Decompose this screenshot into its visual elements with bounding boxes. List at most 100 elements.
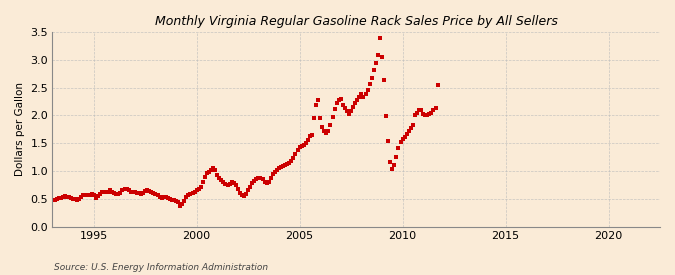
Point — [113, 192, 124, 196]
Point — [267, 172, 278, 177]
Point — [214, 175, 225, 180]
Point — [393, 145, 404, 150]
Point — [321, 131, 332, 135]
Point — [232, 186, 243, 191]
Point — [152, 193, 163, 197]
Point — [255, 175, 266, 180]
Point — [304, 134, 315, 139]
Point — [185, 192, 196, 197]
Point — [63, 195, 74, 199]
Point — [202, 171, 213, 175]
Point — [218, 180, 229, 184]
Point — [212, 173, 223, 177]
Point — [313, 98, 323, 102]
Point — [161, 195, 171, 199]
Point — [430, 106, 441, 110]
Point — [292, 148, 303, 152]
Point — [158, 195, 169, 199]
Point — [296, 144, 307, 148]
Point — [422, 113, 433, 117]
Point — [173, 200, 184, 204]
Point — [344, 111, 354, 116]
Point — [234, 191, 245, 195]
Point — [72, 198, 82, 202]
Point — [358, 95, 369, 99]
Point — [117, 188, 128, 192]
Point — [269, 170, 280, 174]
Point — [300, 141, 311, 145]
Point — [375, 35, 385, 40]
Point — [122, 187, 132, 191]
Point — [130, 190, 140, 194]
Point — [389, 163, 400, 167]
Point — [323, 129, 334, 133]
Point — [126, 189, 136, 194]
Point — [277, 164, 288, 168]
Point — [348, 105, 358, 109]
Point — [317, 125, 327, 129]
Point — [397, 137, 408, 141]
Point — [354, 95, 364, 99]
Point — [265, 175, 276, 180]
Point — [408, 123, 418, 128]
Point — [288, 155, 299, 160]
Point — [105, 188, 115, 192]
Point — [284, 160, 295, 165]
Point — [195, 184, 206, 189]
Point — [95, 192, 105, 197]
Point — [167, 198, 178, 202]
Point — [175, 204, 186, 208]
Point — [179, 199, 190, 203]
Point — [251, 177, 262, 182]
Point — [197, 180, 208, 184]
Point — [261, 181, 272, 185]
Point — [171, 199, 182, 203]
Point — [92, 194, 103, 198]
Point — [342, 109, 352, 114]
Point — [377, 55, 387, 59]
Point — [150, 192, 161, 196]
Point — [78, 193, 89, 198]
Point — [420, 113, 431, 117]
Point — [308, 116, 319, 120]
Point — [111, 192, 122, 197]
Point — [236, 193, 247, 197]
Point — [340, 105, 350, 110]
Point — [82, 193, 93, 197]
Point — [249, 179, 260, 183]
Point — [381, 114, 392, 118]
Point — [338, 103, 348, 107]
Point — [61, 194, 72, 199]
Point — [329, 106, 340, 111]
Point — [319, 129, 329, 134]
Point — [76, 195, 86, 199]
Point — [352, 98, 362, 102]
Point — [216, 178, 227, 182]
Point — [189, 189, 200, 194]
Point — [416, 108, 427, 112]
Point — [331, 101, 342, 105]
Point — [53, 196, 64, 200]
Point — [369, 68, 379, 72]
Point — [241, 192, 252, 196]
Point — [253, 176, 264, 180]
Point — [399, 135, 410, 139]
Point — [74, 197, 84, 201]
Point — [206, 168, 217, 173]
Point — [245, 184, 256, 189]
Point — [70, 197, 80, 202]
Point — [134, 191, 144, 196]
Point — [59, 194, 70, 198]
Point — [432, 82, 443, 87]
Point — [107, 190, 117, 194]
Point — [181, 195, 192, 199]
Point — [263, 180, 274, 184]
Point — [119, 186, 130, 191]
Point — [271, 168, 282, 172]
Point — [395, 140, 406, 144]
Point — [387, 167, 398, 171]
Point — [360, 92, 371, 96]
Point — [138, 191, 148, 195]
Point — [84, 193, 95, 197]
Point — [243, 188, 254, 192]
